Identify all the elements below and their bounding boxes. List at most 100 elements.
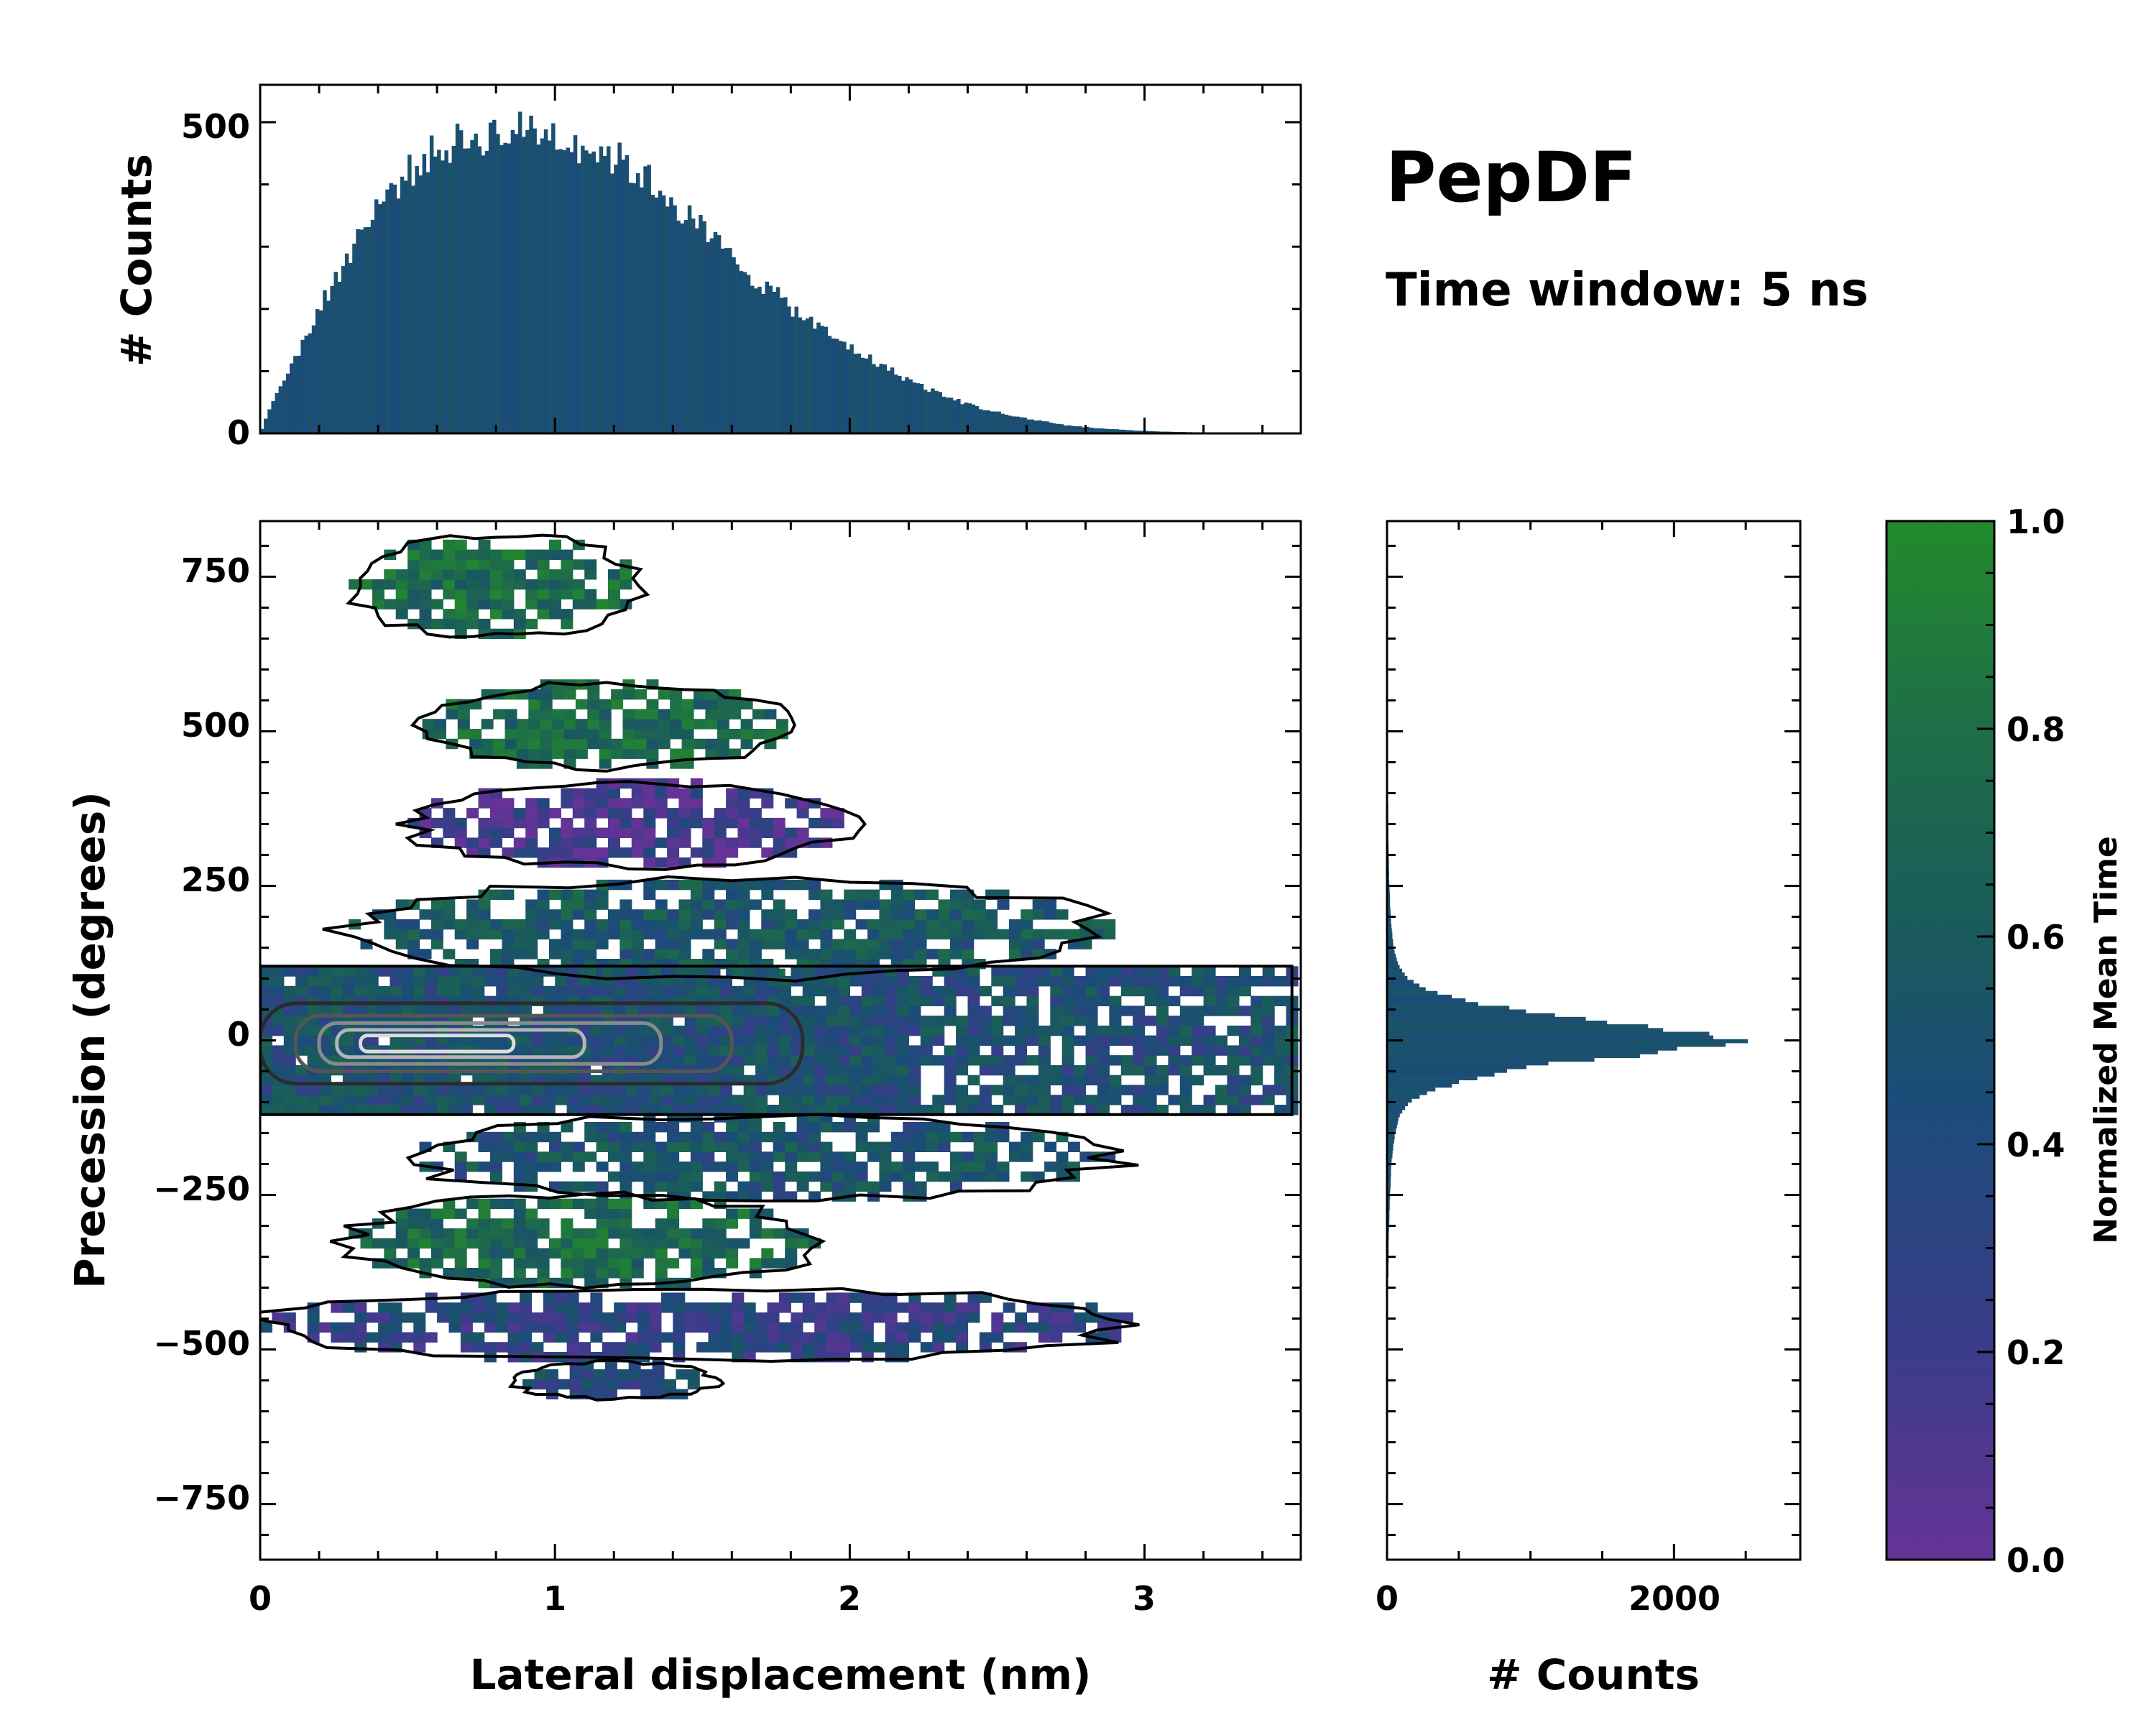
heat-cell: [1026, 976, 1039, 987]
heat-cell: [778, 1322, 791, 1333]
heat-cell: [655, 837, 668, 848]
heat-cell: [1250, 1025, 1263, 1036]
heat-cell: [561, 1248, 573, 1259]
heat-cell: [690, 899, 703, 910]
heat-cell: [478, 899, 491, 910]
heat-cell: [861, 995, 874, 1006]
heat-cell: [331, 1095, 344, 1105]
heat-cell: [640, 1379, 653, 1390]
heat-cell: [726, 1191, 739, 1202]
heat-cell: [283, 1035, 296, 1046]
heat-cell: [696, 1045, 709, 1056]
heat-cell: [973, 1151, 986, 1162]
heat-cell: [764, 729, 777, 740]
heat-cell: [717, 699, 729, 710]
heat-cell: [525, 549, 538, 560]
right-hist-bar: [1387, 1028, 1664, 1032]
heat-cell: [502, 1248, 515, 1259]
heat-cell: [838, 995, 850, 1006]
heat-cell: [604, 1359, 617, 1370]
heat-cell: [690, 788, 703, 799]
heat-cell: [566, 1332, 579, 1343]
heat-cell: [572, 837, 585, 848]
heat-cell: [802, 985, 815, 997]
heat-cell: [454, 589, 467, 599]
heat-cell: [260, 966, 272, 977]
heat-cell: [448, 976, 461, 987]
heat-cell: [584, 1238, 597, 1249]
heat-cell: [625, 1342, 638, 1353]
heat-cell: [625, 1312, 638, 1323]
heat-cell: [956, 1302, 969, 1313]
heat-cell: [484, 1322, 497, 1333]
heat-cell: [537, 1258, 550, 1269]
heat-cell: [366, 966, 379, 977]
top-hist-bar: [717, 235, 722, 433]
heat-cell: [649, 1312, 662, 1323]
heat-cell: [596, 1268, 609, 1279]
top-hist-bar: [547, 140, 552, 433]
heat-cell: [826, 1006, 839, 1016]
cb-tick-0.0: 0.0: [2007, 1541, 2065, 1580]
heat-cell: [637, 1322, 650, 1333]
heat-cell: [1215, 985, 1227, 997]
heat-cell: [1097, 1085, 1110, 1095]
heat-cell: [737, 879, 750, 891]
top-hist-bar: [429, 135, 434, 433]
heat-cell: [342, 1302, 355, 1313]
heat-cell: [608, 579, 620, 590]
heat-cell: [873, 976, 886, 987]
heat-cell: [1056, 929, 1069, 940]
heat-cell: [619, 909, 632, 920]
heat-cell: [749, 827, 762, 838]
heat-cell: [496, 1035, 509, 1046]
heat-cell: [740, 729, 753, 740]
heat-cell: [342, 1332, 355, 1343]
heat-cell: [1120, 1035, 1133, 1046]
heat-cell: [861, 1064, 874, 1076]
right-hist-bar: [1387, 1069, 1507, 1073]
heat-cell: [608, 599, 620, 610]
heat-cell: [584, 889, 597, 900]
heat-cell: [681, 729, 694, 740]
heat-cell: [552, 709, 565, 719]
top-hist-bar: [1085, 427, 1090, 433]
heat-cell: [454, 549, 467, 560]
heat-cell: [1026, 985, 1039, 997]
heat-cell: [708, 1302, 721, 1313]
heat-cell: [962, 919, 975, 930]
heat-cell: [967, 976, 980, 987]
heat-cell: [561, 1151, 573, 1162]
heat-cell: [808, 929, 821, 940]
heat-cell: [602, 1085, 614, 1095]
heat-cell: [785, 798, 798, 809]
top-hist-bar: [1063, 426, 1068, 433]
right-hist-bar: [1387, 983, 1420, 988]
heat-cell: [967, 995, 980, 1006]
top-hist-bar: [1118, 429, 1123, 433]
heat-cell: [572, 929, 585, 940]
heat-cell: [732, 1302, 745, 1313]
heat-cell: [979, 1085, 992, 1095]
heat-cell: [773, 1122, 786, 1133]
heat-cell: [737, 1208, 750, 1219]
heat-cell: [897, 1342, 909, 1353]
heat-cell: [719, 1302, 732, 1313]
heat-cell: [673, 1332, 686, 1343]
heat-cell: [1061, 1025, 1074, 1036]
heat-cell: [914, 919, 927, 930]
heat-cell: [714, 929, 727, 940]
heat-cell: [670, 748, 683, 759]
heat-cell: [342, 1045, 355, 1056]
right-hist-bar: [1387, 1124, 1397, 1129]
heat-cell: [625, 1035, 638, 1046]
heat-cell: [579, 1006, 591, 1016]
heat-cell: [914, 1122, 927, 1133]
heat-cell: [513, 1162, 526, 1172]
top-hist-bar: [1000, 413, 1005, 433]
heat-cell: [1227, 1095, 1240, 1105]
heat-cell: [684, 1302, 697, 1313]
heat-cell: [903, 1122, 916, 1133]
heat-cell: [991, 1312, 1004, 1323]
heat-cell: [531, 985, 544, 997]
